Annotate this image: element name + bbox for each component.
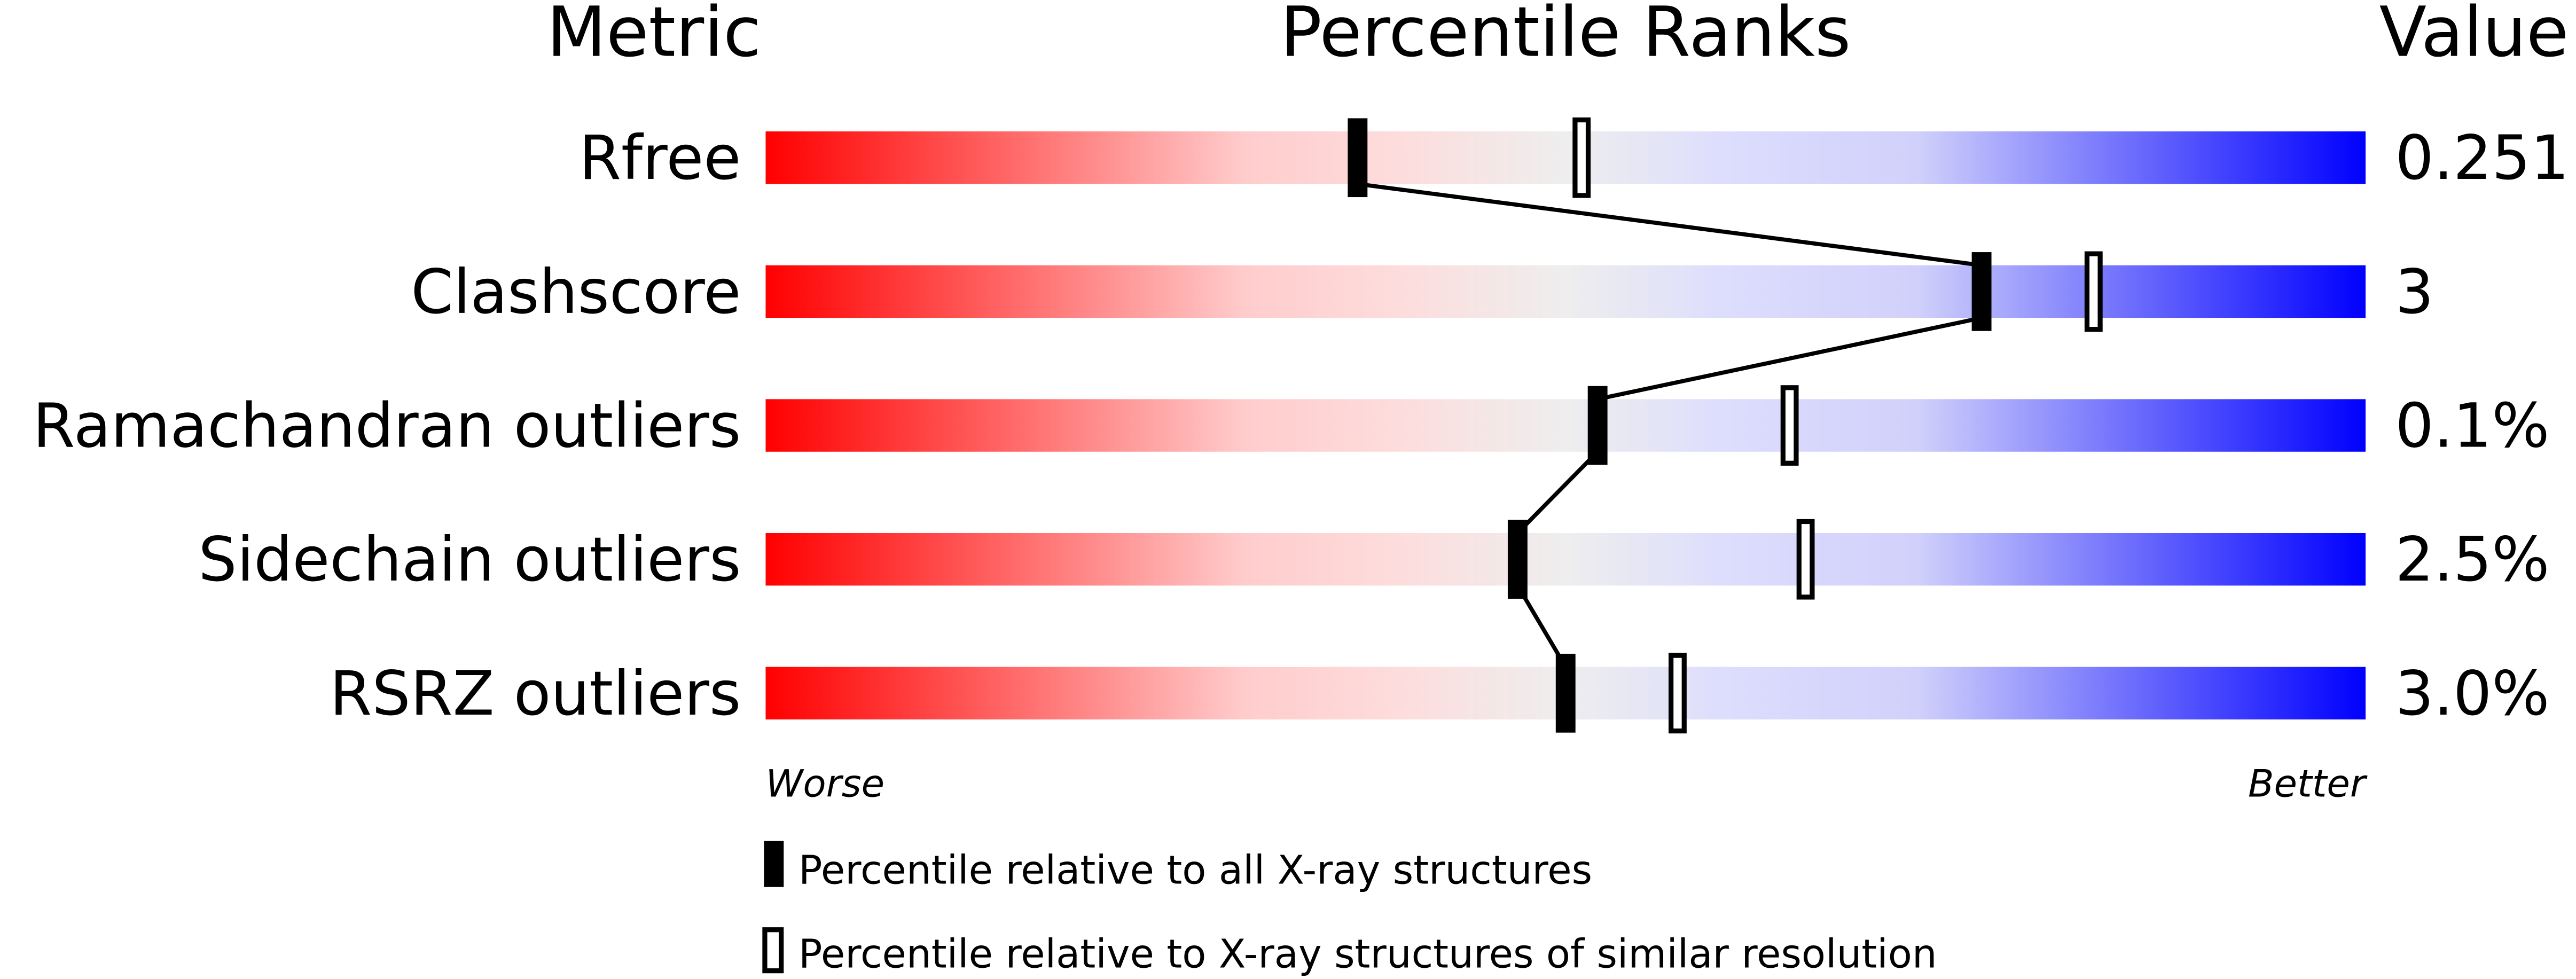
percentile-bar bbox=[765, 131, 2366, 184]
percentile-bar bbox=[765, 399, 2366, 452]
metric-value: 3.0% bbox=[2395, 658, 2549, 729]
marker-similar-resolution bbox=[1780, 385, 1799, 466]
metric-value: 2.5% bbox=[2395, 524, 2549, 595]
metric-label: Ramachandran outliers bbox=[33, 390, 741, 461]
legend-open-marker bbox=[762, 927, 784, 974]
axis-label-better: Better bbox=[2248, 762, 2368, 806]
metric-label: Clashscore bbox=[411, 256, 741, 327]
axis-label-worse: Worse bbox=[765, 762, 884, 806]
marker-all-structures bbox=[1348, 118, 1368, 198]
header-percentile-ranks: Percentile Ranks bbox=[1280, 0, 1851, 73]
marker-similar-resolution bbox=[2084, 251, 2103, 332]
marker-similar-resolution bbox=[1669, 653, 1687, 734]
header-metric: Metric bbox=[547, 0, 762, 73]
metric-value: 0.251 bbox=[2395, 122, 2569, 193]
legend-filled-marker bbox=[764, 841, 784, 887]
legend-label-all: Percentile relative to all X-ray structu… bbox=[798, 848, 1592, 894]
legend-label-similar: Percentile relative to X-ray structures … bbox=[798, 931, 1937, 977]
metric-value: 0.1% bbox=[2395, 390, 2549, 461]
metric-label: Sidechain outliers bbox=[198, 524, 741, 595]
marker-all-structures bbox=[1587, 386, 1608, 465]
marker-similar-resolution bbox=[1796, 519, 1815, 600]
marker-similar-resolution bbox=[1572, 117, 1591, 198]
percentile-bar bbox=[765, 533, 2366, 586]
metric-label: Rfree bbox=[579, 122, 741, 193]
metric-label: RSRZ outliers bbox=[330, 658, 741, 729]
percentile-bar bbox=[765, 265, 2366, 318]
header-value: Value bbox=[2379, 0, 2569, 73]
marker-all-structures bbox=[1971, 252, 1992, 331]
metric-value: 3 bbox=[2395, 256, 2433, 327]
marker-all-structures bbox=[1507, 520, 1528, 599]
marker-all-structures bbox=[1555, 654, 1576, 733]
